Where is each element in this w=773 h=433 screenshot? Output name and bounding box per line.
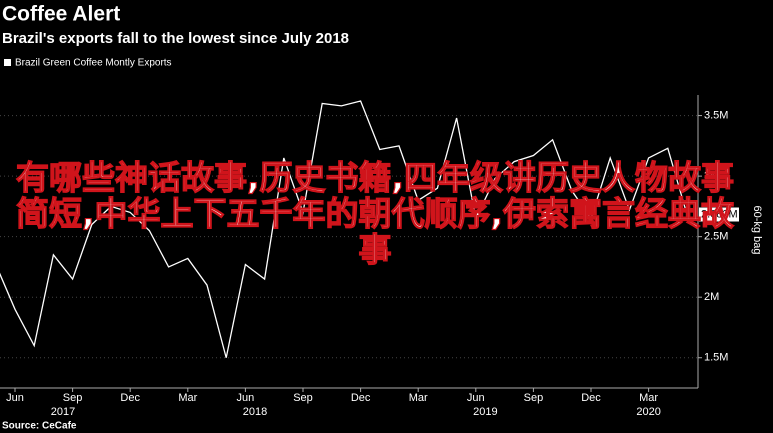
x-tick-label: Jun	[6, 392, 24, 404]
y-tick-label: 2.5M	[704, 231, 728, 243]
x-tick-label: Jun	[467, 392, 485, 404]
legend-swatch	[4, 59, 11, 66]
x-tick-label: Sep	[293, 392, 313, 404]
x-tick-label: Mar	[178, 392, 197, 404]
chart-subtitle: Brazil's exports fall to the lowest sinc…	[2, 30, 349, 47]
year-label: 2020	[636, 406, 660, 418]
year-label: 2018	[243, 406, 267, 418]
y-tick-label: 3.5M	[704, 109, 728, 121]
x-tick-label: Mar	[639, 392, 658, 404]
value-label-box	[699, 207, 739, 222]
overlay-text: 有哪些神话故事,历史书籍,四年级讲历史人物故事简短,中华上下五千年的朝代顺序,伊…	[15, 158, 735, 269]
chart-title: Coffee Alert	[2, 3, 120, 26]
y-tick-label: 1.5M	[704, 352, 728, 364]
y-tick-label: 3M	[704, 170, 719, 182]
year-label: 2019	[473, 406, 497, 418]
series-line	[0, 100, 688, 358]
legend-label: Brazil Green Coffee Montly Exports	[15, 58, 172, 69]
y-tick-label: 2M	[704, 291, 719, 303]
x-tick-label: Jun	[237, 392, 255, 404]
x-tick-label: Mar	[409, 392, 428, 404]
x-tick-label: Dec	[351, 392, 371, 404]
year-label: 2017	[51, 406, 75, 418]
value-label: 2.683M	[701, 208, 738, 220]
x-tick-label: Dec	[120, 392, 140, 404]
x-tick-label: Sep	[524, 392, 544, 404]
y-axis-label: 60-kg bag	[751, 206, 763, 255]
x-tick-label: Dec	[581, 392, 601, 404]
x-tick-label: Sep	[63, 392, 83, 404]
source: Source: CeCafe	[2, 421, 77, 432]
